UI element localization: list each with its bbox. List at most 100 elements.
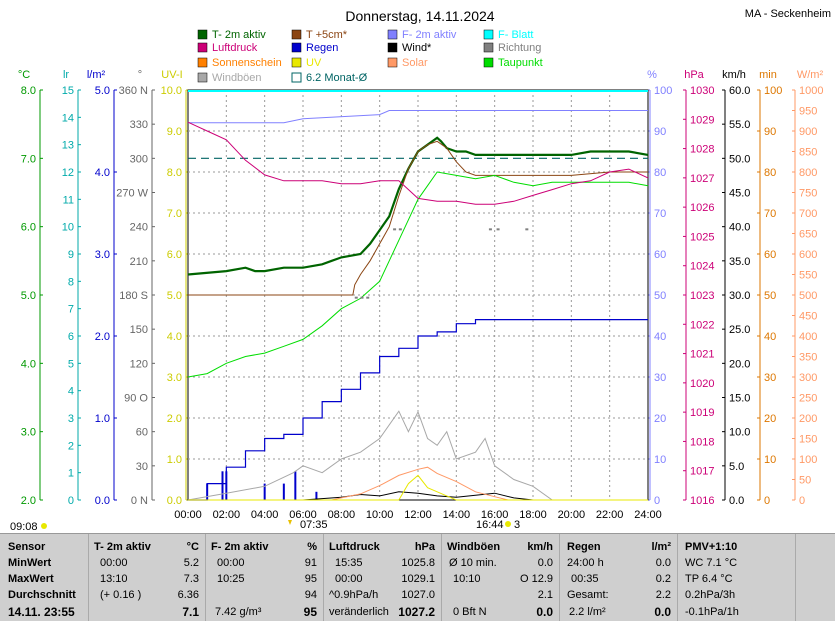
axis-tick-label: 1028	[690, 144, 714, 156]
legend-swatch	[387, 29, 398, 40]
direction-dot	[398, 228, 402, 231]
max-value: 7.3	[183, 573, 199, 585]
axis-tick-label: 4.0	[95, 167, 110, 179]
legend-label: Richtung	[498, 42, 541, 54]
x-tick-label: 14:00	[443, 509, 471, 521]
axis-tick-label: 3.0	[21, 427, 36, 439]
legend-swatch	[291, 42, 302, 53]
axis-tick-label: 1016	[690, 495, 714, 507]
x-tick-label: 06:00	[289, 509, 317, 521]
current-value: 0.0	[536, 605, 553, 619]
max-value: 1029.1	[401, 573, 435, 585]
axis-tick-label: 55.0	[729, 119, 750, 131]
avg-value: 2.1	[537, 589, 553, 601]
axis-tick-label: 850	[799, 147, 817, 159]
x-tick-label: 10:00	[366, 509, 394, 521]
period-value: 0.0	[655, 557, 671, 569]
axis-tick-label: 40	[764, 331, 776, 343]
axis-tick-label: 50	[799, 475, 811, 487]
axis-tick-label: 1026	[690, 202, 714, 214]
axis-tick-label: 60.0	[729, 85, 750, 97]
max-time: 10:10	[453, 573, 481, 585]
total-value: 2.2	[655, 589, 671, 601]
legend-item: Richtung	[483, 42, 541, 54]
axis-tick-label: 10	[654, 454, 666, 466]
axis-tick-label: 8.0	[167, 167, 182, 179]
axis-tick-label: 0	[68, 495, 74, 507]
period-label: 24:00 h	[567, 557, 604, 569]
col-header: Regen	[567, 541, 601, 553]
legend-label: 6.2 Monat-Ø	[306, 72, 368, 84]
axis-tick-label: 40.0	[729, 222, 750, 234]
series-line	[188, 466, 648, 501]
moon-label: 3	[514, 519, 520, 531]
axis-tick-label: 11	[63, 194, 74, 206]
legend: T- 2m aktiv T +5cm* F- 2m aktiv F- Blatt Luf…	[197, 29, 543, 84]
axis-tick-label: 7	[68, 304, 74, 316]
legend-item: UV	[291, 57, 322, 69]
axis-tick-label: 6.0	[21, 222, 36, 234]
axis-tick-label: 20.0	[729, 358, 750, 370]
axis-tick-label: 550	[799, 270, 817, 282]
row-label-sensor: Sensor	[8, 541, 46, 553]
axis-tick-label: 3	[68, 413, 74, 425]
sunrise-icon	[288, 520, 292, 525]
axis-tick-label: 1023	[690, 290, 714, 302]
axis-tick-label: 10	[62, 222, 74, 234]
axis-tick-label: 1030	[690, 85, 714, 97]
axis-tick-label: 2.0	[21, 495, 36, 507]
x-axis: 00:00 02:00 04:00 06:00 08:00 10:00 12:00 14:00…	[174, 509, 662, 521]
axis-tick-label: 1	[68, 468, 74, 480]
col-header: F- 2m aktiv	[211, 541, 269, 553]
row-labels: Sensor MinWert MaxWert Durchschnitt 14.1…	[0, 534, 89, 621]
legend-swatch	[197, 29, 208, 40]
min-value: 5.2	[183, 557, 199, 569]
legend-label: T +5cm*	[306, 29, 348, 41]
legend-swatch	[387, 42, 398, 53]
axis-tick-label: 10.0	[161, 85, 182, 97]
x-tick-label: 02:00	[213, 509, 241, 521]
sun-icon	[41, 523, 47, 529]
moon-icon	[505, 521, 511, 527]
axis-tick-label: 0.0	[729, 495, 744, 507]
axis-tick-label: 12	[62, 167, 74, 179]
row-label-current: 14.11. 23:55	[8, 605, 75, 619]
col-t2m: T- 2m aktiv °C 00:00 5.2 13:10 7.3 (+ 0.…	[88, 534, 206, 621]
axis-unit: W/m²	[797, 69, 824, 81]
axis-tick-label: 7.0	[167, 208, 182, 220]
axis-tick-label: 0 N	[131, 495, 148, 507]
windchill: WC 7.1 °C	[685, 557, 738, 569]
axis-tick-label: 50.0	[729, 153, 750, 165]
sun-moon-row: 09:08 07:35 16:44 3	[10, 519, 520, 533]
legend-swatch	[197, 42, 208, 53]
legend-swatch	[197, 57, 208, 68]
min-value: 91	[304, 557, 317, 569]
axis-tick-label: 1020	[690, 378, 714, 390]
legend-swatch	[197, 72, 208, 83]
legend-label: Windböen	[212, 72, 262, 84]
avg10-value: 0.0	[537, 557, 553, 569]
max-value: 0.2	[655, 573, 671, 585]
axis-tick-label: 10	[764, 454, 776, 466]
legend-item: F- Blatt	[483, 29, 533, 41]
series-line	[187, 121, 649, 205]
x-tick-label: 20:00	[558, 509, 586, 521]
axis-tick-label: 8	[68, 276, 74, 288]
axis-tick-label: 0	[654, 495, 660, 507]
direction-dot	[496, 228, 500, 231]
axis-tick-label: 60	[136, 427, 148, 439]
axis-tick-label: 0.0	[95, 495, 110, 507]
axis-tick-label: 70	[654, 208, 666, 220]
legend-swatch	[291, 72, 302, 83]
x-tick-label: 12:00	[404, 509, 432, 521]
row-label-avg: Durchschnitt	[8, 589, 76, 601]
start-time-label: 09:08	[10, 521, 38, 533]
col-unit: %	[307, 541, 317, 553]
current-value: 95	[303, 605, 317, 619]
axis-unit: UV-I	[161, 69, 182, 81]
min-value: 1025.8	[401, 557, 435, 569]
axis-tick-label: 1017	[690, 466, 714, 478]
axis-tick-label: 35.0	[729, 256, 750, 268]
axis-tick-label: 0	[764, 495, 770, 507]
axis-tick-label: 2.0	[167, 413, 182, 425]
